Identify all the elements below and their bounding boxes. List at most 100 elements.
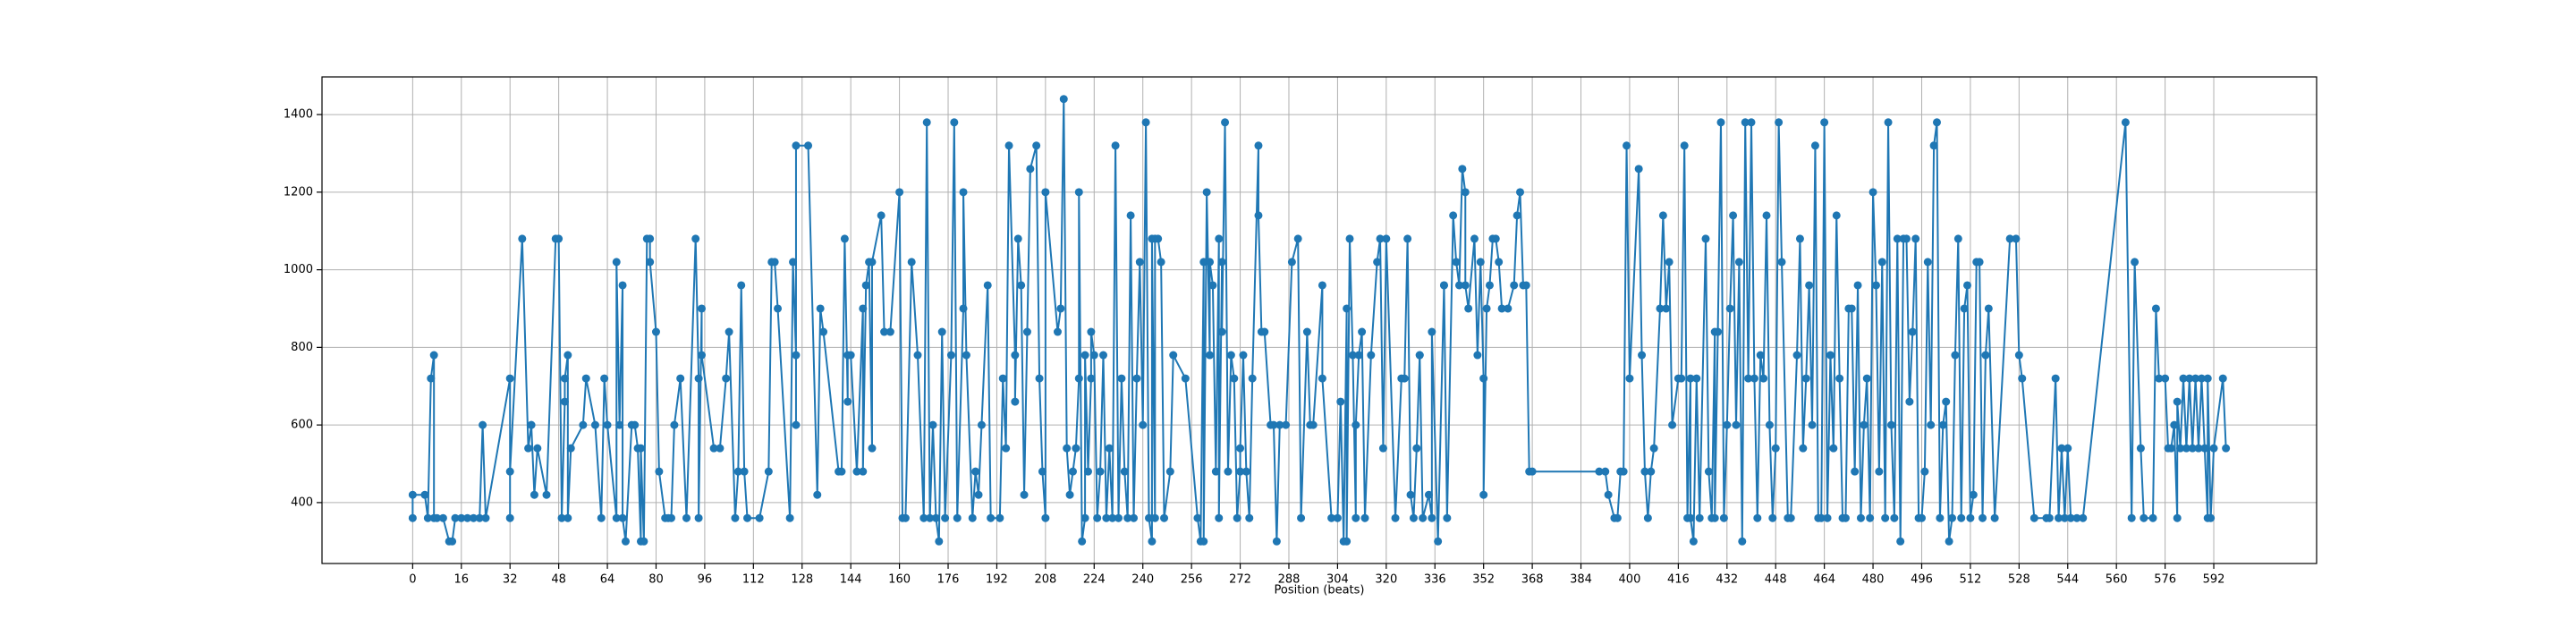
data-point — [597, 513, 606, 522]
data-point — [1775, 118, 1784, 127]
data-point — [1668, 420, 1677, 429]
data-point — [1135, 258, 1144, 267]
data-point — [2045, 513, 2054, 522]
data-point — [1515, 188, 1524, 197]
x-tick-label: 592 — [2203, 573, 2225, 587]
data-point — [1461, 188, 1470, 197]
data-point — [1078, 537, 1087, 546]
data-point — [2209, 444, 2218, 453]
data-point — [1428, 513, 1436, 522]
data-point — [631, 420, 640, 429]
data-point — [505, 374, 514, 383]
data-point — [479, 420, 487, 429]
data-point — [1148, 537, 1157, 546]
data-point — [1649, 444, 1658, 453]
data-point — [1744, 374, 1753, 383]
data-point — [1801, 374, 1810, 383]
data-point — [542, 490, 551, 499]
x-tick-label: 432 — [1716, 573, 1738, 587]
data-point — [2148, 513, 2157, 522]
data-point — [868, 258, 877, 267]
data-point — [1415, 351, 1424, 360]
data-point — [1004, 141, 1013, 150]
data-point — [1482, 304, 1491, 313]
x-tick-label: 240 — [1131, 573, 1154, 587]
data-point — [2191, 374, 2200, 383]
data-point — [1406, 490, 1415, 499]
data-point — [670, 420, 679, 429]
data-point — [2029, 513, 2038, 522]
data-point — [1601, 467, 1610, 476]
data-point — [1634, 165, 1643, 174]
data-point — [1208, 281, 1217, 290]
data-point — [1114, 513, 1123, 522]
data-point — [971, 467, 980, 476]
data-point — [1665, 258, 1674, 267]
data-point — [1948, 513, 1957, 522]
data-point — [1065, 490, 1074, 499]
data-point — [1211, 467, 1220, 476]
data-point — [913, 351, 922, 360]
data-point — [953, 513, 962, 522]
data-point — [774, 304, 783, 313]
x-tick-label: 528 — [2008, 573, 2030, 587]
data-point — [1454, 281, 1463, 290]
data-point — [1762, 211, 1771, 220]
data-point — [676, 374, 685, 383]
data-point — [1160, 513, 1169, 522]
data-point — [1716, 118, 1725, 127]
data-point — [733, 467, 742, 476]
data-point — [1013, 234, 1022, 243]
data-point — [2170, 420, 2179, 429]
data-point — [1282, 420, 1291, 429]
data-point — [469, 513, 478, 522]
data-point — [429, 351, 438, 360]
data-point — [1017, 281, 1026, 290]
x-tick-label: 400 — [1619, 573, 1641, 587]
data-point — [1853, 281, 1862, 290]
x-tick-label: 80 — [648, 573, 664, 587]
data-point — [1087, 327, 1096, 336]
data-point — [859, 467, 868, 476]
data-point — [1528, 467, 1537, 476]
data-point — [2173, 513, 2182, 522]
data-point — [1893, 234, 1902, 243]
data-point — [557, 513, 566, 522]
data-point — [1975, 258, 1984, 267]
x-tick-label: 496 — [1911, 573, 1933, 587]
data-point — [868, 444, 877, 453]
data-point — [1157, 258, 1165, 267]
data-point — [755, 513, 764, 522]
data-point — [1111, 141, 1120, 150]
data-point — [1875, 467, 1884, 476]
data-point — [1217, 327, 1226, 336]
data-point — [2131, 258, 2140, 267]
data-point — [651, 327, 660, 336]
x-tick-label: 256 — [1181, 573, 1203, 587]
data-point — [1382, 234, 1391, 243]
data-point — [1181, 374, 1190, 383]
data-point — [1089, 351, 1098, 360]
data-point — [1829, 444, 1838, 453]
data-point — [1521, 281, 1530, 290]
data-point — [527, 420, 536, 429]
data-point — [1777, 258, 1786, 267]
data-point — [2155, 374, 2164, 383]
x-tick-label: 560 — [2106, 573, 2128, 587]
data-point — [861, 281, 870, 290]
data-point — [1072, 444, 1080, 453]
data-point — [438, 513, 447, 522]
data-point — [1132, 374, 1141, 383]
data-point — [590, 420, 599, 429]
data-point — [423, 513, 432, 522]
data-point — [1215, 513, 1224, 522]
data-point — [533, 444, 542, 453]
data-point — [1002, 444, 1011, 453]
x-tick-label: 96 — [698, 573, 713, 587]
data-point — [2222, 444, 2231, 453]
data-point — [722, 374, 731, 383]
y-tick-label: 1200 — [284, 185, 313, 199]
data-point — [618, 281, 627, 290]
data-point — [1302, 327, 1311, 336]
